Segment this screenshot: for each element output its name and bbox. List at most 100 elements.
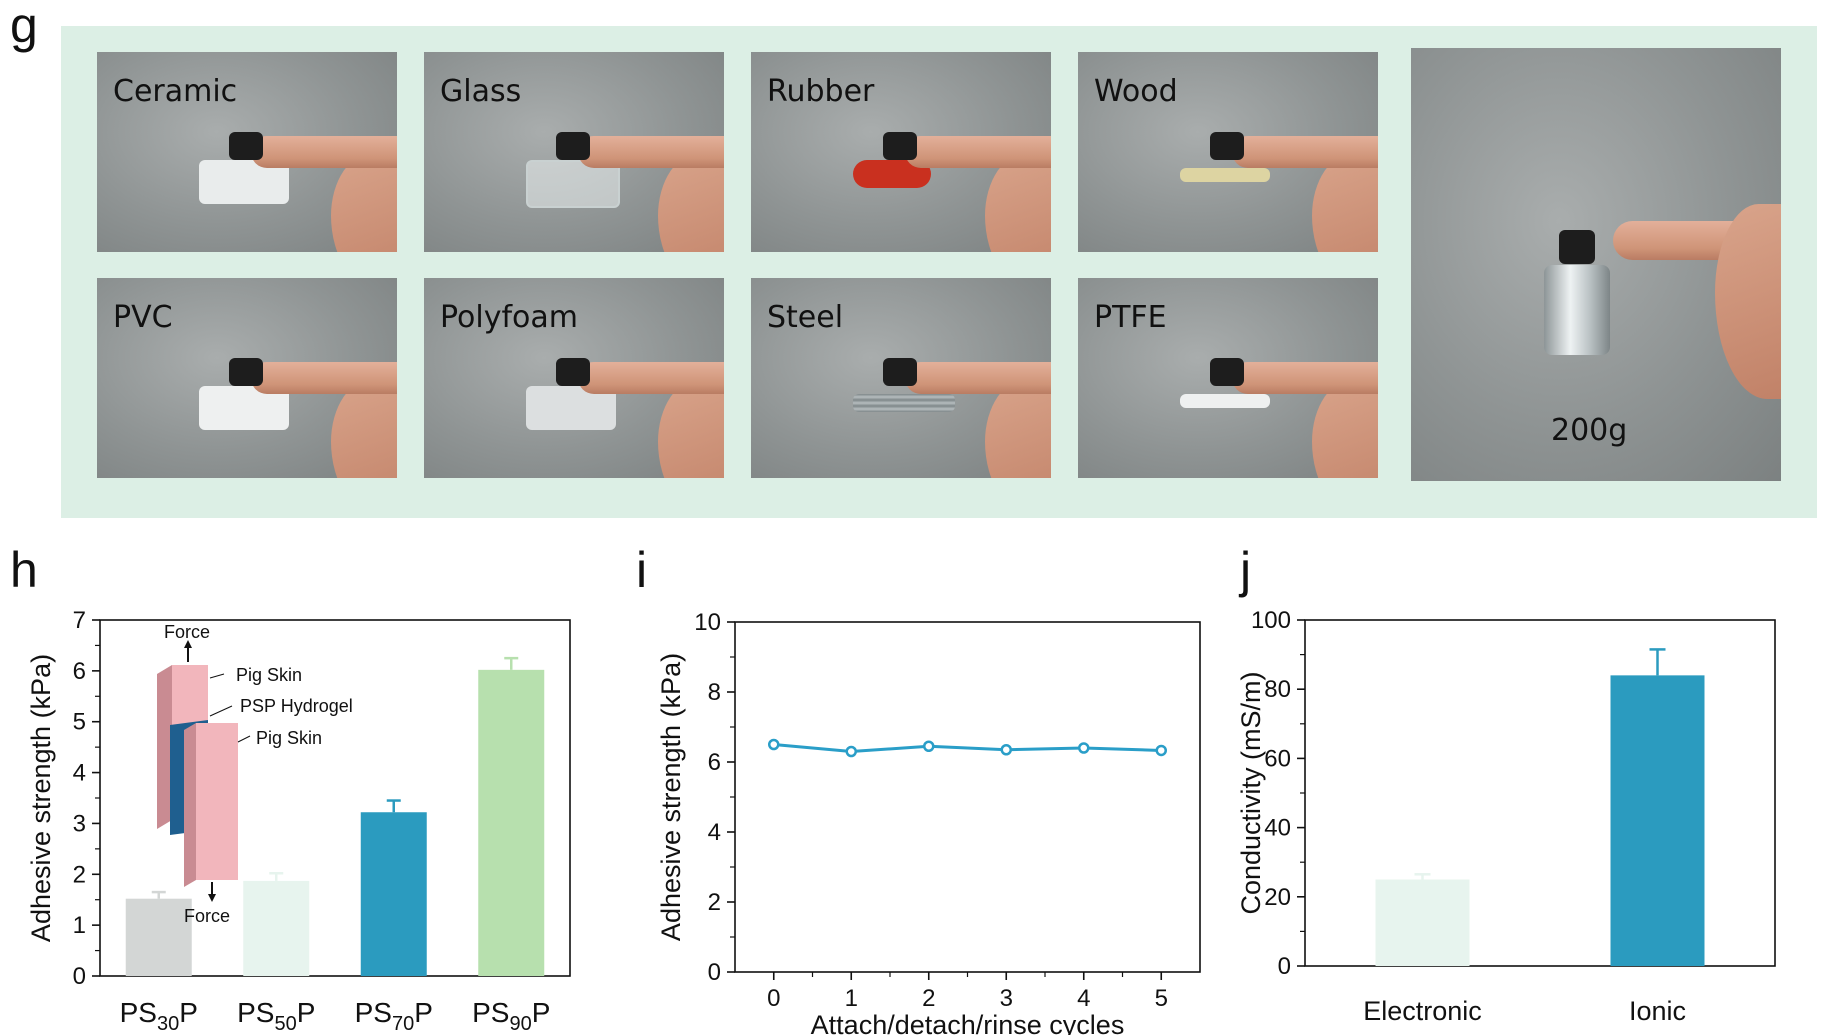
x-tick-label: PS70P	[355, 997, 433, 1035]
cap-shape	[883, 132, 917, 160]
x-tick-label-sub: 70	[392, 1013, 414, 1035]
y-tick-label: 20	[1264, 884, 1291, 911]
photo-label: Ceramic	[113, 74, 238, 109]
y-axis-label: Conductivity (mS/m)	[1236, 671, 1266, 914]
bar	[243, 880, 310, 976]
panel-letter-h: h	[10, 542, 38, 598]
y-tick-label: 2	[708, 889, 721, 916]
x-tick-label-suffix: P	[297, 997, 316, 1028]
chart-i: 0 2 4 6 8 10 Adhesive strength (kPa) 0 1 2 3 4 5 Atta…	[656, 609, 1201, 1035]
x-tick-label-base: PS	[237, 997, 274, 1028]
sample-shape	[1180, 394, 1270, 408]
y-tick-label: 0	[73, 963, 86, 990]
photo-label: Steel	[767, 300, 844, 335]
y-tick-label: 2	[73, 861, 86, 888]
y-axis-label: Adhesive strength (kPa)	[656, 653, 686, 941]
finger-shape	[905, 136, 1051, 168]
panel-letter-g: g	[10, 0, 38, 53]
x-axis-label: Attach/detach/rinse cycles	[811, 1010, 1125, 1035]
skin-bottom-side	[184, 723, 196, 887]
y-tick-label: 8	[708, 679, 721, 706]
inset-diagram: Force Force Pig Skin PSP Hydrogel Pig Skin	[157, 622, 353, 926]
y-tick-label: 5	[73, 709, 86, 736]
x-tick-label-sub: 90	[509, 1013, 531, 1035]
cap-shape	[1210, 358, 1244, 386]
skin-top-side	[157, 665, 172, 829]
x-tick-label-sub: 30	[157, 1013, 179, 1035]
inset-force-top-label: Force	[164, 622, 210, 642]
y-tick-label: 0	[708, 959, 721, 986]
bar	[1610, 675, 1705, 966]
data-point	[768, 738, 780, 751]
finger-shape	[578, 136, 724, 168]
photo-label: Polyfoam	[440, 300, 578, 335]
x-tick-label-sub: 50	[274, 1013, 296, 1035]
weight-label: 200g	[1551, 413, 1628, 448]
x-tick-label: PS90P	[472, 997, 550, 1035]
photo-label: Glass	[440, 74, 522, 109]
cap-shape	[883, 358, 917, 386]
photo-label: Rubber	[767, 74, 875, 109]
photo-wood: Wood	[1078, 52, 1378, 252]
data-point	[1078, 742, 1090, 754]
sample-shape	[526, 160, 620, 208]
y-tick-label: 4	[708, 819, 721, 846]
leader-line	[209, 673, 225, 679]
inset-layer-mid-label: PSP Hydrogel	[240, 696, 353, 716]
x-tick-label: 0	[767, 985, 780, 1012]
x-tick-label-base: PS	[355, 997, 392, 1028]
finger-shape	[251, 136, 397, 168]
photo-ceramic: Ceramic	[97, 52, 397, 252]
x-tick-label: Ionic	[1629, 996, 1686, 1026]
cap-shape	[229, 132, 263, 160]
chart-j: 0 20 40 60 80 100 Conductivity (mS/m) Electroni…	[1236, 607, 1776, 1026]
data-point	[1155, 744, 1167, 757]
x-tick-label-suffix: P	[532, 997, 551, 1028]
x-tick-label: 5	[1155, 985, 1168, 1012]
photo-polyfoam: Polyfoam	[424, 278, 724, 478]
y-tick-label: 6	[73, 658, 86, 685]
y-tick-label: 3	[73, 810, 86, 837]
y-tick-label: 100	[1251, 607, 1291, 634]
y-tick-label: 4	[73, 760, 86, 787]
x-tick-label-base: PS	[472, 997, 509, 1028]
leader-line	[237, 735, 251, 743]
leader-line	[209, 705, 233, 717]
finger-shape	[578, 362, 724, 394]
x-tick-label-suffix: P	[414, 997, 433, 1028]
bar	[1375, 879, 1470, 966]
inset-layer-bottom-label: Pig Skin	[256, 728, 322, 748]
photo-label: Wood	[1094, 74, 1178, 109]
inset-force-bottom-label: Force	[184, 906, 230, 926]
photo-glass: Glass	[424, 52, 724, 252]
x-tick-label: 4	[1077, 985, 1090, 1012]
y-axis-label: Adhesive strength (kPa)	[26, 654, 56, 942]
cap-shape	[556, 358, 590, 386]
sample-shape	[1180, 168, 1270, 182]
weight-sample	[1544, 264, 1611, 355]
x-tick-label: 2	[922, 985, 935, 1012]
photo-label: PVC	[113, 300, 173, 335]
photo-rubber: Rubber	[751, 52, 1051, 252]
cap-shape	[1559, 229, 1595, 264]
panel-letter-j: j	[1240, 542, 1252, 598]
cap-shape	[229, 358, 263, 386]
data-point	[1000, 744, 1012, 756]
x-tick-label: 1	[845, 985, 858, 1012]
sample-shape	[853, 394, 955, 412]
cap-shape	[1210, 132, 1244, 160]
data-point	[845, 745, 857, 758]
y-tick-label: 80	[1264, 676, 1291, 703]
bar	[125, 898, 192, 976]
photo-label: PTFE	[1094, 300, 1167, 335]
skin-bottom-block	[196, 723, 238, 880]
x-tick-label: 3	[1000, 985, 1013, 1012]
finger-shape	[905, 362, 1051, 394]
x-tick-label: PS50P	[237, 997, 315, 1035]
y-tick-label: 40	[1264, 815, 1291, 842]
photo-ptfe: PTFE	[1078, 278, 1378, 478]
plot-frame	[734, 621, 1201, 973]
photo-steel: Steel	[751, 278, 1051, 478]
y-tick-label: 0	[1278, 953, 1291, 980]
